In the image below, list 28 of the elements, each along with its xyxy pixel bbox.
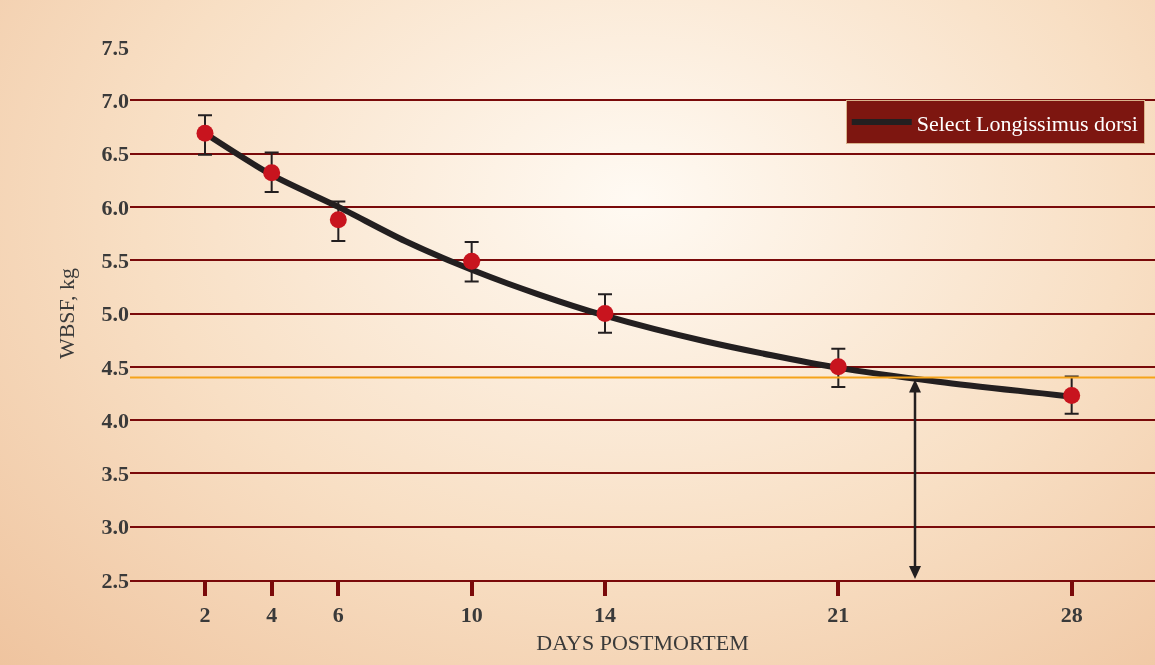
x-tick-label: 21 (827, 602, 850, 628)
x-axis-title: DAYS POSTMORTEM (536, 629, 749, 655)
point (463, 252, 481, 270)
point (1063, 387, 1081, 405)
y-tick-label: 6.0 (101, 194, 129, 220)
y-tick-label: 5.0 (101, 301, 129, 327)
x-tick-label: 14 (594, 602, 616, 628)
y-axis-title: WBSF, kg (54, 267, 80, 360)
x-tick-label: 10 (460, 602, 483, 628)
y-tick-label: 7.0 (101, 88, 129, 113)
y-tick-label: 4.5 (101, 354, 129, 380)
point (263, 164, 281, 182)
point (596, 305, 614, 322)
x-tick-label: 28 (1060, 602, 1083, 628)
y-tick-label: 5.5 (101, 247, 129, 273)
y-tick-label: 7.5 (101, 34, 129, 60)
point (329, 211, 347, 229)
x-tick-label: 4 (266, 602, 278, 628)
legend-label: Select Longissimus dorsi (916, 110, 1138, 136)
y-tick-label: 6.5 (101, 141, 129, 167)
x-tick-label: 6 (332, 602, 344, 628)
y-tick-label: 3.0 (101, 514, 129, 540)
y-tick-label: 4.0 (101, 407, 129, 433)
y-tick-label: 2.5 (101, 567, 129, 593)
point (829, 358, 847, 376)
y-tick-label: 3.5 (101, 461, 129, 487)
point (196, 124, 214, 142)
x-tick-label: 2 (199, 602, 211, 628)
